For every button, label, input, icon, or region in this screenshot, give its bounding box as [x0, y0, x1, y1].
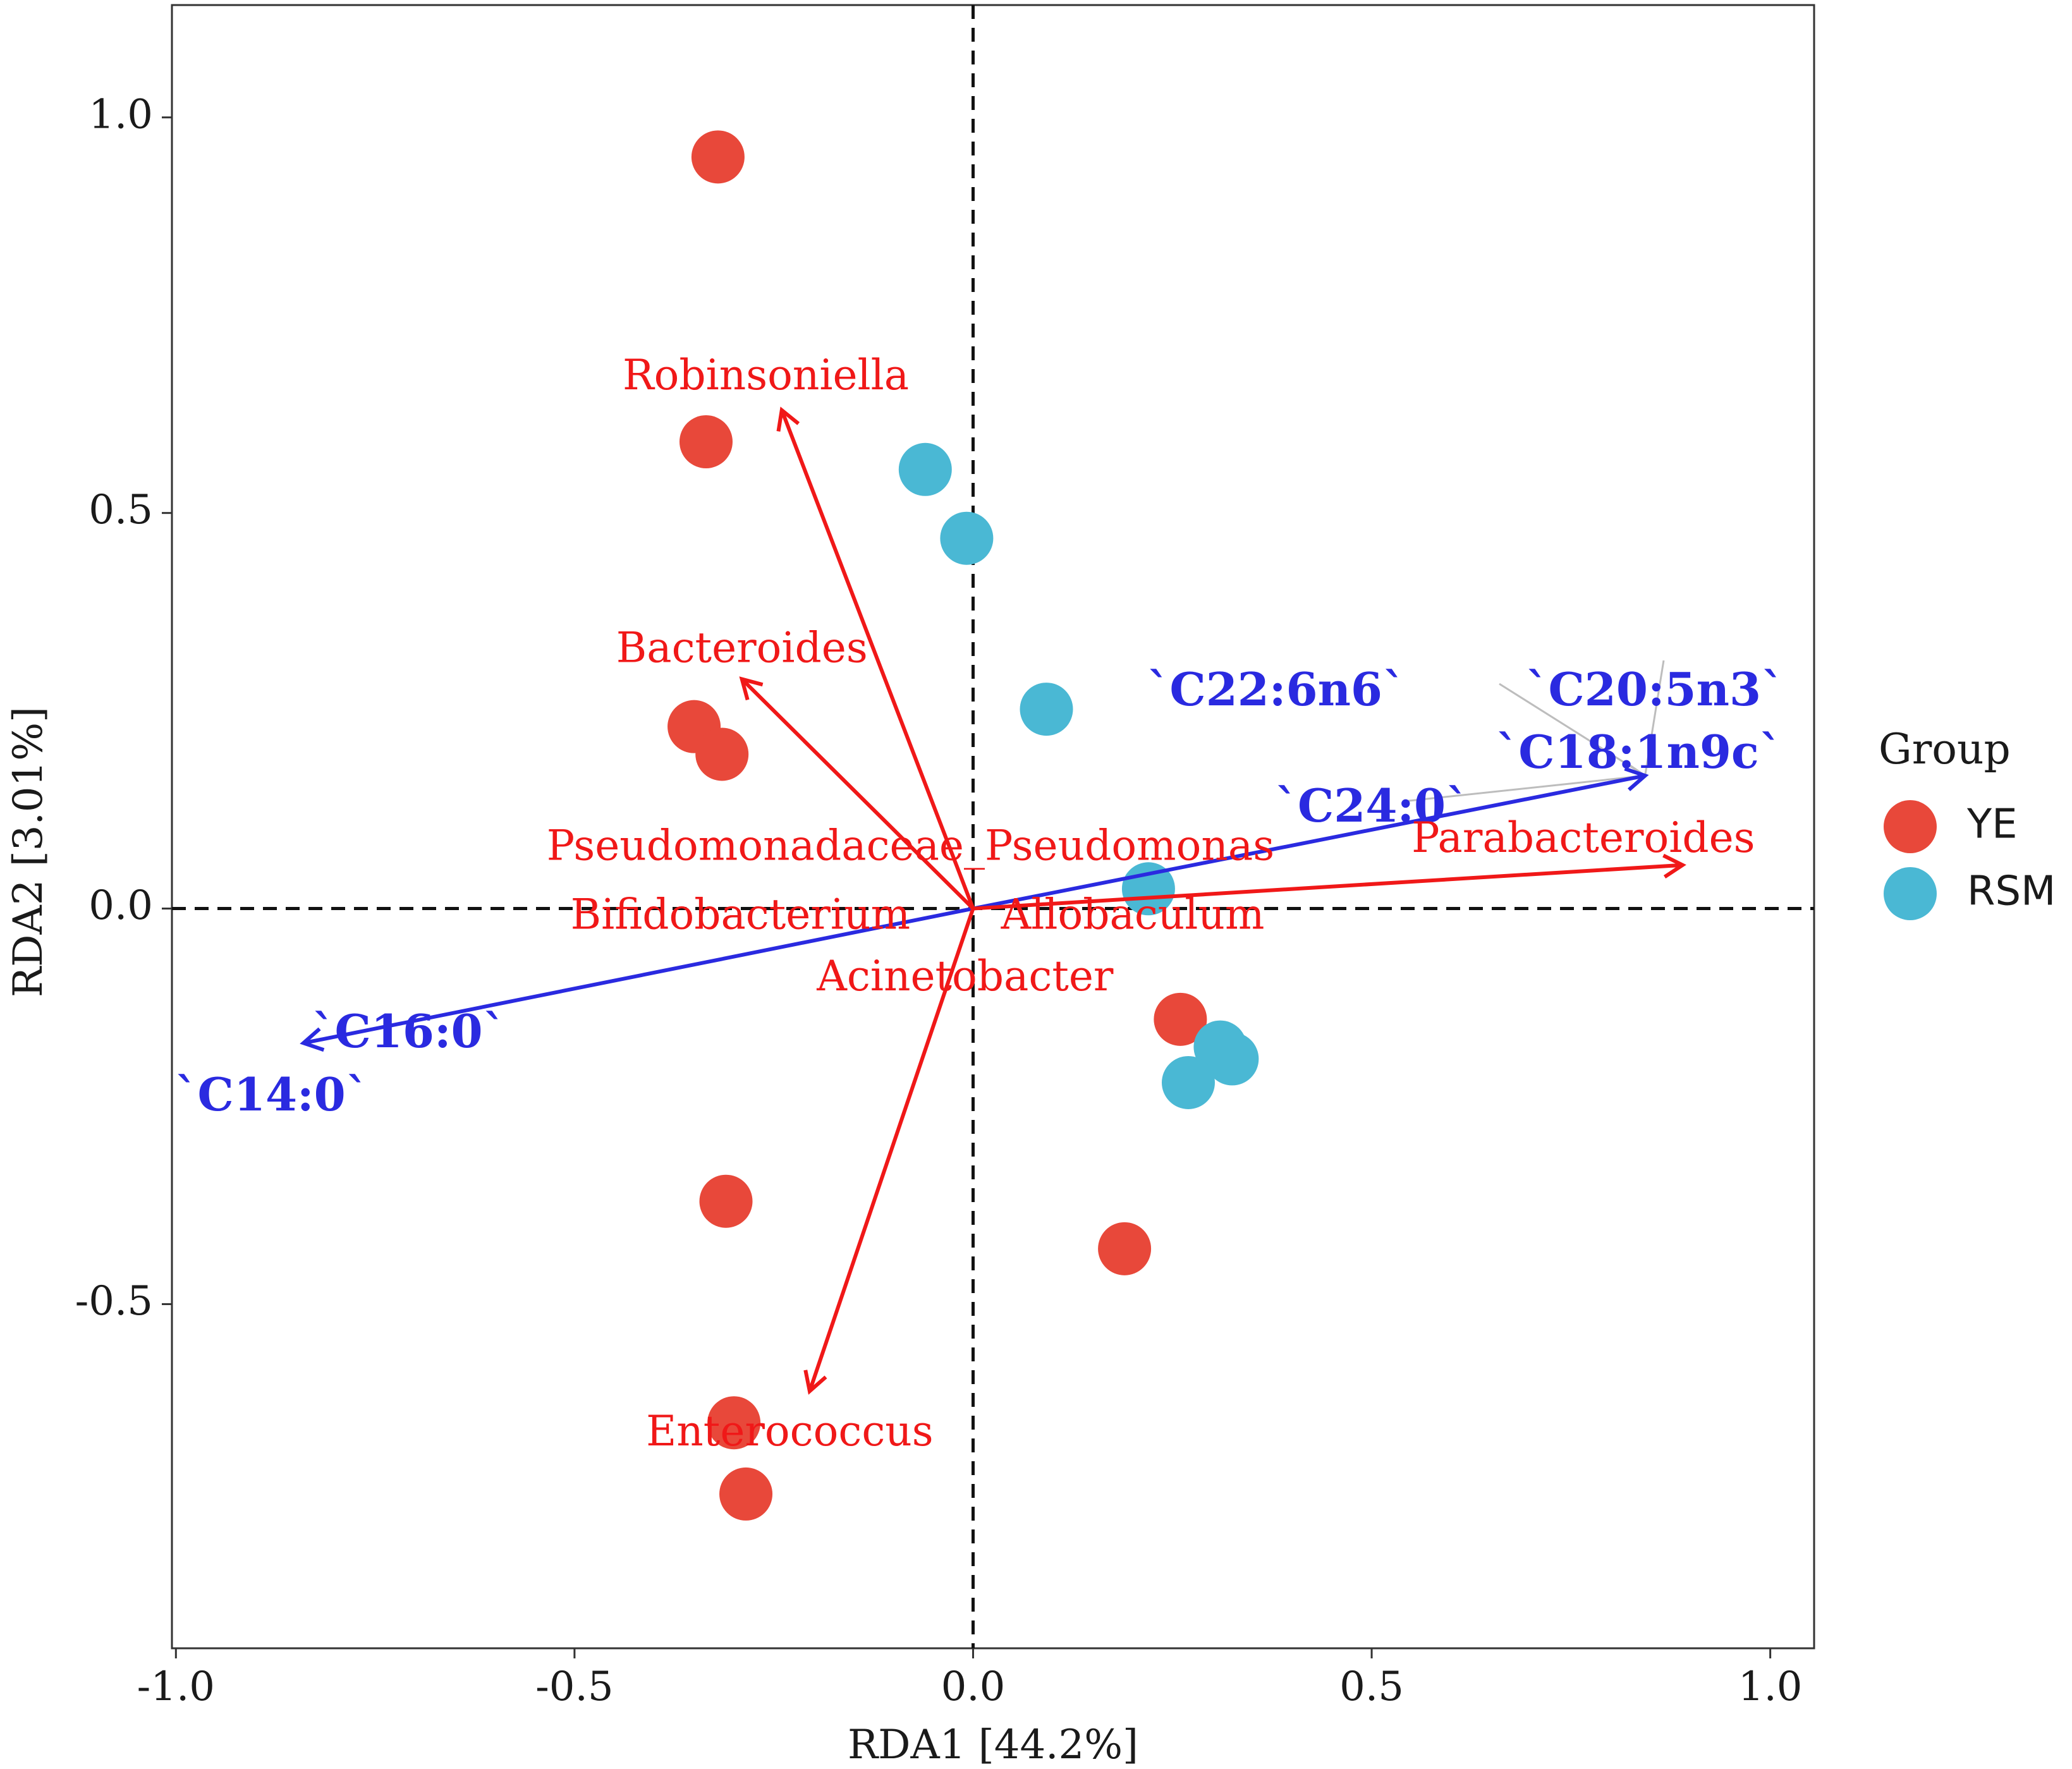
x-tick-label: -0.5	[535, 1663, 613, 1710]
plot-panel	[171, 4, 1815, 1650]
env-arrowhead-2	[300, 1027, 325, 1052]
env-label-4: `C24:0`	[1275, 779, 1468, 832]
point-ye-1	[691, 130, 745, 184]
env-label-1: `C22:6n6`	[1147, 662, 1405, 716]
x-tick-label: 0.0	[941, 1663, 1006, 1710]
x-tick-label: 1.0	[1738, 1663, 1803, 1710]
species-vector-enterococcus	[808, 908, 975, 1392]
point-ye-4	[695, 727, 749, 781]
species-vector-bacteroides	[740, 678, 975, 910]
y-axis-title: RDA2 [3.01%]	[5, 707, 52, 997]
species-label-allobaculum: Allobaculum	[1001, 891, 1265, 939]
legend-swatch-ye	[1884, 800, 1937, 853]
species-arrowhead-enterococcus	[803, 1370, 827, 1395]
species-vector-robinsoniella	[779, 409, 975, 909]
point-ye-5	[1154, 992, 1207, 1046]
species-label-enterococcus: Enterococcus	[646, 1407, 934, 1456]
species-label-acinetobacter: Acinetobacter	[816, 952, 1114, 1000]
species-arrowhead-bacteroides	[739, 676, 764, 701]
point-ye-7	[1098, 1222, 1152, 1275]
point-ye-9	[719, 1467, 773, 1521]
sample-points	[667, 130, 1259, 1521]
point-rsm-6	[1205, 1032, 1259, 1086]
legend-label-ye: YE	[1966, 801, 2018, 848]
point-ye-2	[679, 415, 733, 468]
point-rsm-3	[1020, 683, 1073, 736]
env-vector-2	[303, 906, 974, 1045]
env-vector-1	[972, 774, 1646, 911]
env-label-2: `C20:5n3`	[1525, 662, 1784, 716]
species-label-pseudomonadaceae_pseudomonas: Pseudomonadaceae_Pseudomonas	[547, 822, 1274, 870]
axes: RDA1 [44.2%] RDA2 [3.01%] -1.0 -0.5 0.0 0.5…	[5, 91, 1803, 1768]
species-labels: Robinsoniella Bacteroides Pseudomonadaceae…	[547, 351, 1755, 1456]
env-label-5: `C16:0`	[312, 1004, 505, 1058]
species-label-bacteroides: Bacteroides	[616, 624, 868, 672]
leader-line-1	[1499, 683, 1646, 777]
x-axis-title: RDA1 [44.2%]	[848, 1722, 1138, 1768]
plot-border	[171, 4, 1815, 1650]
species-label-bifidobacterium: Bifidobacterium	[571, 891, 911, 939]
environment-labels: `C22:6n6` `C20:5n3` `C18:1n9c` `C24:0` `C16:…	[175, 662, 1784, 1121]
y-tick-label: 1.0	[88, 91, 153, 138]
y-tick-label: -0.5	[75, 1278, 153, 1325]
legend: Group YE RSM	[1879, 725, 2056, 920]
legend-swatch-rsm	[1884, 867, 1937, 920]
leader-line-2	[1644, 660, 1665, 776]
species-label-parabacteroides: Parabacteroides	[1411, 813, 1755, 862]
y-tick-label: 0.0	[88, 882, 153, 929]
legend-label-rsm: RSM	[1967, 868, 2056, 915]
label-leader-lines	[1403, 660, 1665, 803]
point-rsm-7	[1161, 1055, 1215, 1109]
legend-title: Group	[1879, 725, 2011, 774]
point-rsm-1	[898, 442, 952, 496]
env-label-6: `C14:0`	[175, 1067, 369, 1121]
species-arrowhead-robinsoniella	[776, 406, 800, 432]
x-tick-label: -1.0	[137, 1663, 215, 1710]
env-label-3: `C18:1n9c`	[1496, 725, 1781, 779]
point-rsm-2	[940, 511, 994, 565]
species-vectors	[739, 406, 1686, 1395]
env-arrowhead-1	[1624, 767, 1649, 791]
environment-vectors	[300, 767, 1649, 1052]
species-label-robinsoniella: Robinsoniella	[623, 351, 909, 399]
point-ye-8	[707, 1396, 761, 1450]
x-tick-label: 0.5	[1339, 1663, 1404, 1710]
point-ye-6	[699, 1174, 753, 1228]
y-tick-label: 0.5	[88, 487, 153, 533]
leader-line-4	[1403, 774, 1645, 803]
species-arrowhead-parabacteroides	[1662, 853, 1686, 878]
species-vector-parabacteroides	[973, 863, 1683, 911]
